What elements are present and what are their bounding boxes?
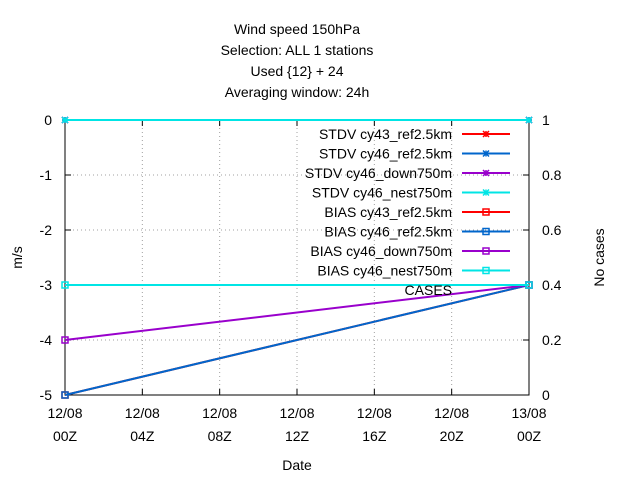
x-tick-label-date: 12/08 (125, 405, 160, 421)
series-line (64, 284, 530, 341)
legend-label: BIAS cy46_down750m (310, 243, 452, 259)
x-tick-label-hour: 16Z (362, 428, 387, 444)
legend-label: STDV cy46_down750m (305, 165, 452, 181)
y-axis: 0 -1 -2 -3 -4 -5 (40, 112, 529, 403)
data-point (482, 208, 490, 216)
series-7 (61, 281, 533, 289)
series (61, 116, 533, 399)
x-tick-label-hour: 20Z (440, 428, 465, 444)
x-tick-label-hour: 04Z (130, 428, 155, 444)
x-tick-label-date: 12/08 (434, 405, 469, 421)
y2-tick-label: 0.2 (542, 332, 562, 348)
title-line: Wind speed 150hPa (234, 21, 360, 37)
title-line: Used {12} + 24 (250, 63, 343, 79)
data-point (482, 169, 490, 177)
title-line: Selection: ALL 1 stations (221, 42, 374, 58)
y2-tick-label: 1 (542, 112, 550, 128)
data-point (61, 391, 69, 399)
x-tick-label-date: 12/08 (47, 405, 82, 421)
y-tick-label: -3 (40, 277, 53, 293)
x-axis: 12/08 00Z 12/08 04Z 12/08 08Z 12/08 12Z 12/08 16Z… (47, 120, 547, 444)
legend-label: STDV cy46_ref2.5km (319, 146, 452, 162)
data-point (482, 266, 490, 275)
y-tick-label: -4 (40, 332, 53, 348)
x-tick-label-date: 13/08 (511, 405, 546, 421)
y2-tick-label: 0.8 (542, 167, 562, 183)
y2-axis-label: No cases (591, 228, 607, 286)
y-axis-label: m/s (9, 246, 25, 269)
data-point (482, 149, 490, 158)
y2-axis: 1 0.8 0.6 0.4 0.2 0 (542, 112, 562, 403)
data-point (61, 336, 69, 344)
x-tick-label-date: 12/08 (279, 405, 314, 421)
series-line (64, 284, 530, 396)
y-tick-label: -5 (40, 387, 53, 403)
legend-label: BIAS cy46_nest750m (317, 263, 452, 279)
x-tick-label-hour: 08Z (208, 428, 233, 444)
data-point (525, 281, 533, 289)
x-tick-label-hour: 00Z (517, 428, 542, 444)
data-point (61, 116, 69, 124)
series-6 (61, 281, 533, 344)
series-3 (61, 116, 533, 124)
y-tick-label: -2 (40, 222, 53, 238)
x-tick-label-date: 12/08 (357, 405, 392, 421)
y-tick-label: 0 (44, 112, 52, 128)
data-point (525, 116, 533, 124)
chart-title: Wind speed 150hPa Selection: ALL 1 statio… (221, 21, 374, 100)
x-tick-label-hour: 00Z (53, 428, 78, 444)
legend-label: BIAS cy46_ref2.5km (324, 224, 452, 240)
legend-label: STDV cy43_ref2.5km (319, 126, 452, 142)
data-point (482, 188, 490, 197)
data-point (61, 281, 69, 289)
plot-frame (64, 119, 530, 396)
title-line: Averaging window: 24h (225, 84, 370, 100)
x-axis-label: Date (282, 457, 312, 473)
data-point (482, 227, 490, 236)
data-point (482, 247, 490, 255)
y-tick-label: -1 (40, 167, 53, 183)
legend-label: CASES (405, 282, 452, 298)
x-tick-label-hour: 12Z (285, 428, 310, 444)
y2-tick-label: 0.6 (542, 222, 562, 238)
legend-label: STDV cy46_nest750m (312, 185, 452, 201)
x-tick-label-date: 12/08 (202, 405, 237, 421)
legend: STDV cy43_ref2.5km STDV cy46_ref2.5km STDV… (305, 126, 510, 298)
y2-tick-label: 0.4 (542, 277, 562, 293)
y2-tick-label: 0 (542, 387, 550, 403)
legend-label: BIAS cy43_ref2.5km (324, 204, 452, 220)
grid (65, 120, 529, 395)
data-point (482, 130, 490, 138)
